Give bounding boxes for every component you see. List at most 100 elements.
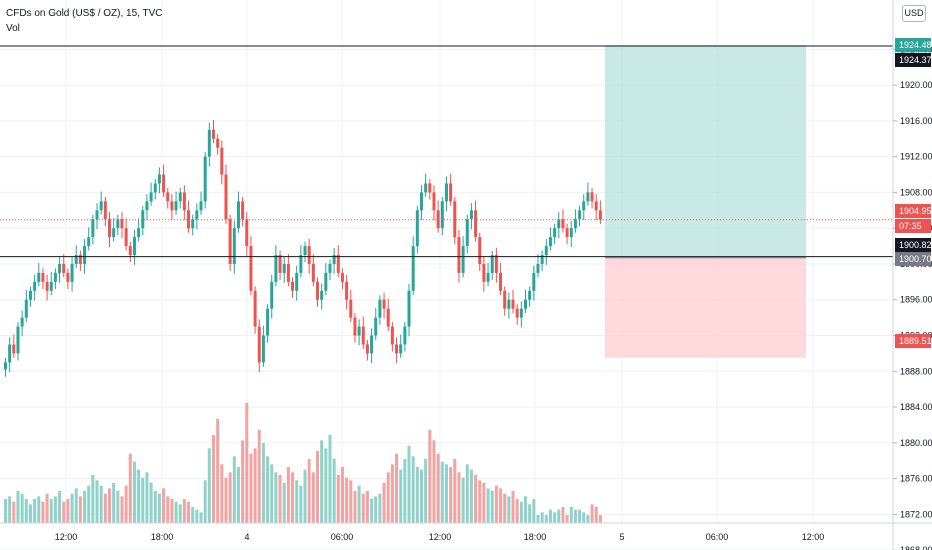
volume-bar xyxy=(390,464,394,523)
volume-bar xyxy=(282,483,286,523)
candle-body xyxy=(207,129,211,157)
volume-bar xyxy=(303,469,307,523)
candle-body xyxy=(598,210,602,220)
volume-bar xyxy=(316,451,319,523)
candle-body xyxy=(33,281,37,291)
price-tick-label: 1908.00 xyxy=(900,187,932,197)
candle-body xyxy=(453,201,457,238)
candle-body xyxy=(407,290,411,327)
volume-bar xyxy=(212,435,215,523)
candle-body xyxy=(220,147,224,175)
volume-bar xyxy=(557,509,561,523)
volume-label[interactable]: Vol xyxy=(6,23,20,34)
candle-body xyxy=(16,326,20,354)
volume-bar xyxy=(357,485,361,523)
volume-bar xyxy=(349,480,353,523)
symbol-title[interactable]: CFDs on Gold (US$ / OZ), 15, TVC xyxy=(6,8,163,19)
volume-bar xyxy=(95,480,99,523)
volume-bar xyxy=(420,469,423,523)
price-tag-bg xyxy=(895,53,931,67)
candle-body xyxy=(582,201,586,211)
candle-body xyxy=(295,272,299,291)
volume-bar xyxy=(553,512,557,523)
volume-bar xyxy=(291,472,295,523)
candle-body xyxy=(278,255,282,273)
volume-bar xyxy=(507,496,511,523)
price-tick-label: 1868.00 xyxy=(900,545,932,550)
volume-bar xyxy=(399,469,403,523)
volume-bar xyxy=(187,501,191,523)
candle-body xyxy=(573,219,577,229)
volume-bar xyxy=(536,515,540,523)
time-tick-label: 06:00 xyxy=(706,532,729,542)
candle-body xyxy=(382,299,386,309)
time-tick-label: 4 xyxy=(244,532,249,542)
volume-bar xyxy=(70,493,74,523)
horizontal-lines[interactable] xyxy=(0,45,893,258)
price-tag-label: 1889.51 xyxy=(899,336,932,346)
candle-body xyxy=(553,228,557,238)
volume-bar xyxy=(457,472,461,523)
volume-bar xyxy=(203,480,207,523)
candle-body xyxy=(182,192,186,211)
candle-body xyxy=(365,344,369,354)
candle-body xyxy=(87,237,91,247)
volume-bar xyxy=(124,485,128,523)
volume-bar xyxy=(598,515,602,523)
candle-body xyxy=(253,290,257,327)
volume-bar xyxy=(145,472,149,523)
volume-bar xyxy=(382,483,386,523)
volume-bar xyxy=(449,467,453,523)
volume-bar xyxy=(66,499,70,523)
candle-body xyxy=(353,317,357,336)
price-axis[interactable]: 1924.001920.001916.001912.001908.001904.… xyxy=(893,8,932,550)
volume-bar xyxy=(395,453,399,523)
volume-bar xyxy=(424,459,428,523)
volume-bar xyxy=(87,485,91,523)
volume-bar xyxy=(428,429,432,523)
candle-body xyxy=(249,246,253,291)
candle-body xyxy=(307,246,311,264)
profit-zone[interactable] xyxy=(605,45,806,258)
candle-body xyxy=(128,246,132,256)
long-position-zones[interactable] xyxy=(605,45,806,358)
candle-body xyxy=(490,255,494,273)
candle-body xyxy=(203,156,207,202)
volume-bar xyxy=(565,515,569,523)
candle-body xyxy=(536,263,540,273)
time-tick-label: 06:00 xyxy=(331,532,354,542)
volume-bar xyxy=(228,472,232,523)
volume-bar xyxy=(286,467,290,523)
candle-body xyxy=(374,317,378,336)
candle-body xyxy=(212,129,215,139)
volume-bar xyxy=(482,483,486,523)
candle-body xyxy=(444,183,448,202)
volume-bar xyxy=(407,445,411,523)
volume-bar xyxy=(20,493,24,523)
candle-body xyxy=(124,228,128,247)
volume-bar xyxy=(16,491,20,523)
candle-body xyxy=(153,183,157,193)
candle-body xyxy=(532,272,536,291)
candle-body xyxy=(236,201,240,229)
volume-bar xyxy=(253,448,257,523)
time-tick-label: 5 xyxy=(619,532,624,542)
candle-body xyxy=(145,201,149,211)
price-tick-label: 1912.00 xyxy=(900,152,932,162)
candle-body xyxy=(141,210,145,229)
volume-bar xyxy=(594,507,598,523)
volume-bar xyxy=(174,501,178,523)
time-axis[interactable]: 12:00 18:00 4 06:00 12:00 18:00 5 06:00 12:00 xyxy=(55,532,825,542)
volume-bar xyxy=(573,509,577,523)
price-tick-label: 1888.00 xyxy=(900,366,932,376)
candle-body xyxy=(132,237,136,256)
candle-body xyxy=(411,246,415,291)
volume-bar xyxy=(274,472,278,523)
loss-zone[interactable] xyxy=(605,257,806,358)
currency-button[interactable]: USD xyxy=(902,5,926,22)
volume-bar xyxy=(353,491,357,523)
candle-body xyxy=(328,263,332,273)
volume-bar xyxy=(503,493,507,523)
candle-body xyxy=(386,308,390,327)
